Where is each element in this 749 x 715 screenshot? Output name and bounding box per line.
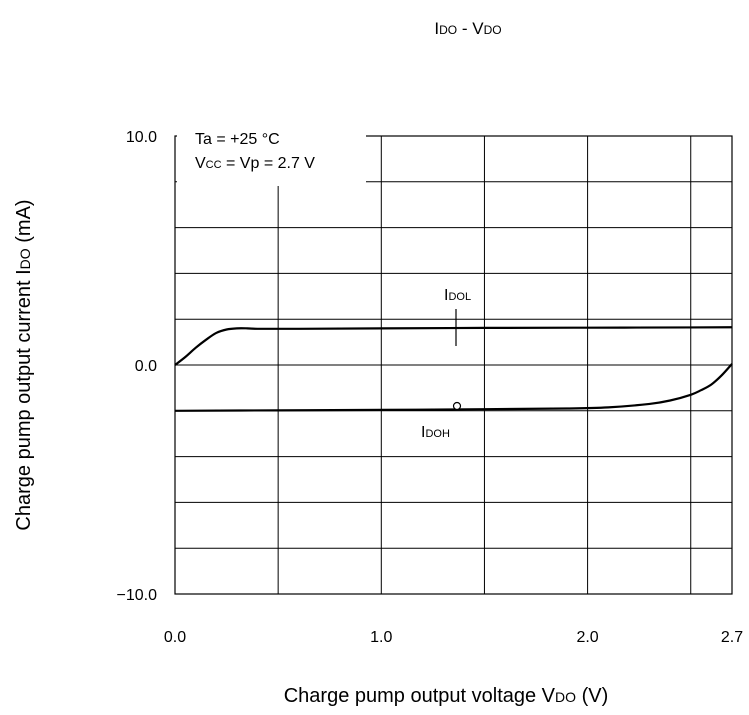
y-tick-label: −10.0 bbox=[117, 587, 158, 604]
series-line-idol bbox=[174, 326, 733, 366]
condition-voltage: VCC = Vp = 2.7 V bbox=[195, 155, 315, 172]
idoh-marker bbox=[452, 401, 462, 411]
x-tick-label: 2.7 bbox=[721, 629, 743, 646]
x-tick-label: 1.0 bbox=[370, 629, 392, 646]
grid-lines bbox=[175, 136, 732, 594]
tick-labels: 0.0 1.0 2.0 2.7 10.0 0.0 −10.0 bbox=[117, 129, 744, 646]
series-label-idoh: IDOH bbox=[421, 424, 450, 441]
x-tick-label: 0.0 bbox=[164, 629, 186, 646]
chart-title: IDO - VDO bbox=[434, 19, 501, 38]
series-lines bbox=[174, 326, 733, 412]
y-tick-label: 0.0 bbox=[135, 358, 157, 375]
series-line-idoh bbox=[174, 363, 733, 412]
conditions-box bbox=[177, 126, 366, 186]
y-tick-label: 10.0 bbox=[126, 129, 157, 146]
x-tick-label: 2.0 bbox=[576, 629, 598, 646]
y-axis-label: Charge pump output current IDO (mA) bbox=[13, 199, 35, 530]
condition-temperature: Ta = +25 °C bbox=[195, 131, 280, 148]
series-label-idol: IDOL bbox=[444, 287, 471, 304]
x-axis-label: Charge pump output voltage VDO (V) bbox=[284, 685, 609, 707]
